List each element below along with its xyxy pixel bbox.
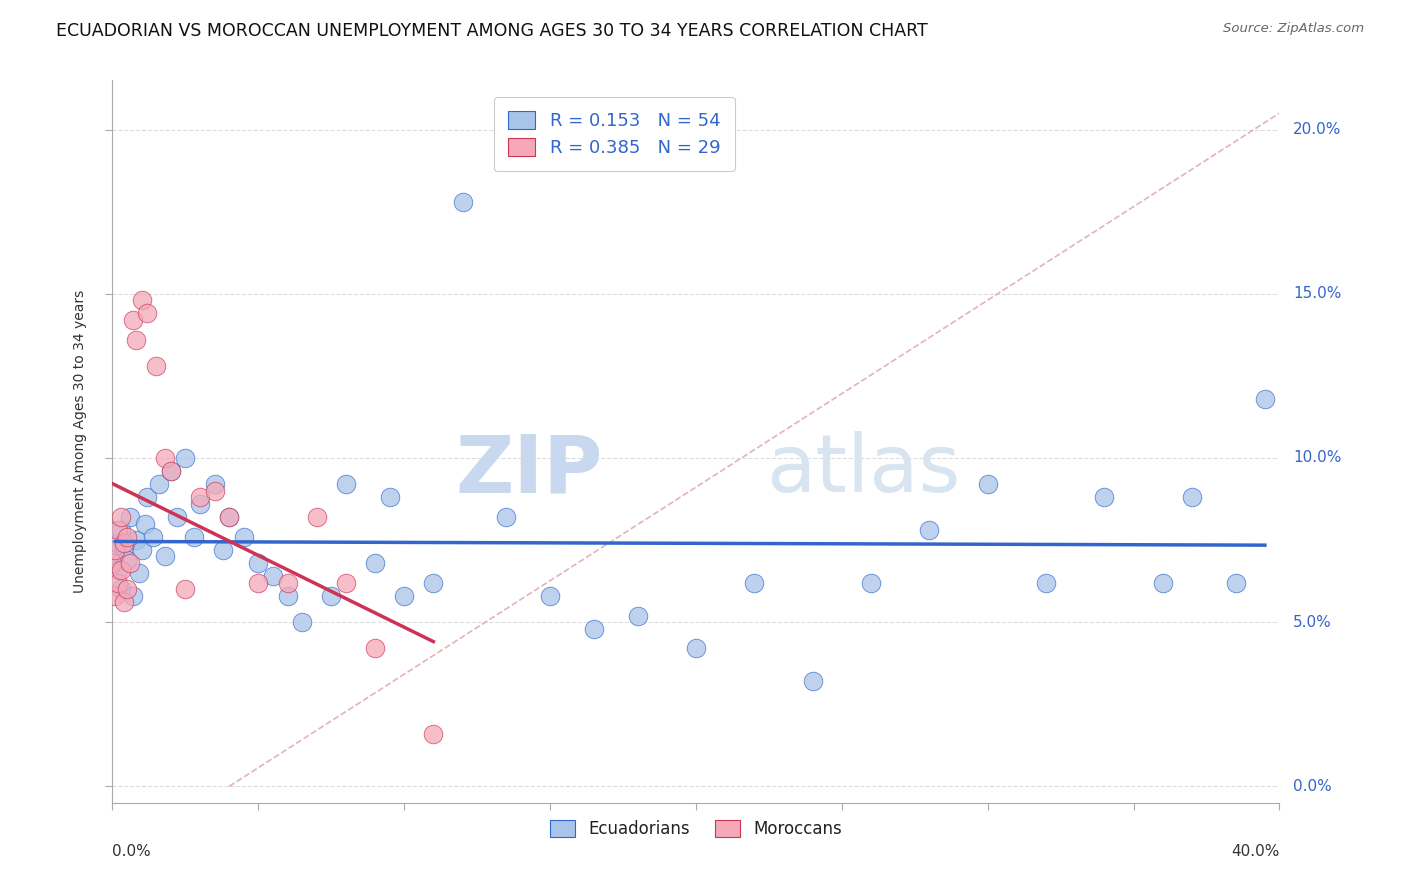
Point (204, 483, 226, 498)
Point (112, 595, 135, 609)
Point (107, 523, 129, 537)
Point (262, 569, 284, 583)
Point (685, 641, 707, 656)
Point (335, 477, 357, 491)
Point (107, 563, 129, 577)
Point (174, 450, 197, 465)
Point (422, 727, 444, 741)
Point (742, 575, 765, 590)
Point (104, 546, 127, 560)
Text: ECUADORIAN VS MOROCCAN UNEMPLOYMENT AMONG AGES 30 TO 34 YEARS CORRELATION CHART: ECUADORIAN VS MOROCCAN UNEMPLOYMENT AMON… (56, 22, 928, 40)
Text: 20.0%: 20.0% (1294, 122, 1341, 137)
Point (860, 575, 883, 590)
Point (110, 563, 132, 577)
Point (422, 575, 444, 590)
Text: atlas: atlas (766, 432, 960, 509)
Text: 0.0%: 0.0% (112, 845, 152, 860)
Point (112, 540, 135, 554)
Point (125, 333, 148, 347)
Point (321, 589, 343, 603)
Point (115, 582, 138, 597)
Text: ZIP: ZIP (456, 432, 603, 509)
Point (247, 575, 270, 590)
Point (1181, 491, 1204, 505)
Point (110, 510, 132, 524)
Point (110, 523, 132, 537)
Point (247, 556, 270, 570)
Text: 5.0%: 5.0% (1294, 615, 1331, 630)
Point (110, 582, 132, 597)
Point (174, 582, 197, 597)
Point (104, 542, 127, 557)
Point (276, 575, 298, 590)
Point (107, 575, 129, 590)
Text: Source: ZipAtlas.com: Source: ZipAtlas.com (1223, 22, 1364, 36)
Point (115, 530, 138, 544)
Point (104, 589, 127, 603)
Point (153, 450, 176, 465)
Point (131, 542, 153, 557)
Text: 10.0%: 10.0% (1294, 450, 1341, 466)
Point (166, 510, 188, 524)
Point (801, 674, 824, 689)
Point (122, 313, 145, 327)
Point (118, 510, 141, 524)
Point (136, 306, 159, 320)
Point (218, 510, 240, 524)
Point (627, 608, 650, 623)
Point (364, 641, 387, 656)
Point (1035, 575, 1057, 590)
Point (160, 464, 183, 478)
Point (134, 516, 156, 531)
Point (104, 556, 127, 570)
Point (378, 491, 401, 505)
Point (145, 359, 167, 373)
Point (582, 622, 605, 636)
Point (204, 477, 226, 491)
Point (112, 536, 135, 550)
Point (495, 510, 517, 524)
Point (153, 549, 176, 564)
Text: 40.0%: 40.0% (1232, 845, 1279, 860)
Point (976, 477, 998, 491)
Point (232, 530, 254, 544)
Point (107, 536, 129, 550)
Point (188, 491, 211, 505)
Point (183, 530, 205, 544)
Point (1254, 392, 1277, 406)
Point (160, 464, 183, 478)
Point (918, 523, 941, 537)
Y-axis label: Unemployment Among Ages 30 to 34 years: Unemployment Among Ages 30 to 34 years (73, 290, 87, 593)
Point (128, 566, 150, 580)
Point (291, 615, 314, 630)
Point (394, 589, 416, 603)
Text: 0.0%: 0.0% (1294, 779, 1331, 794)
Point (212, 542, 235, 557)
Point (115, 553, 138, 567)
Point (122, 589, 145, 603)
Point (1152, 575, 1174, 590)
Point (131, 293, 153, 308)
Point (125, 533, 148, 547)
Point (364, 556, 387, 570)
Text: 15.0%: 15.0% (1294, 286, 1341, 301)
Point (538, 589, 561, 603)
Point (136, 491, 159, 505)
Point (335, 575, 357, 590)
Point (101, 556, 124, 570)
Point (1094, 491, 1116, 505)
Point (451, 194, 474, 209)
Point (276, 589, 298, 603)
Point (118, 556, 141, 570)
Legend: Ecuadorians, Moroccans: Ecuadorians, Moroccans (543, 814, 849, 845)
Point (142, 530, 165, 544)
Point (218, 510, 240, 524)
Point (305, 510, 328, 524)
Point (1225, 575, 1247, 590)
Point (148, 477, 170, 491)
Point (188, 497, 211, 511)
